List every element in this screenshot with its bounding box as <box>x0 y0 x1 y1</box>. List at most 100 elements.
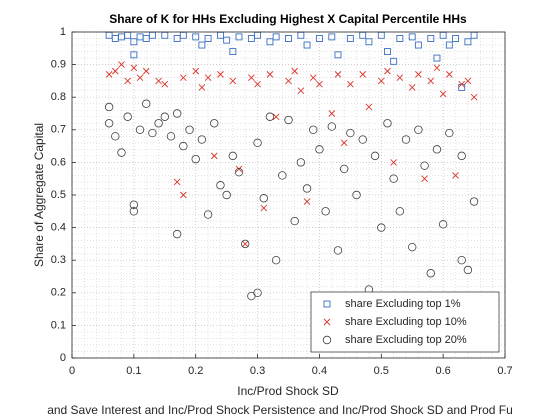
circle-marker <box>426 269 435 278</box>
circle-marker <box>197 135 207 144</box>
x-marker <box>266 71 274 78</box>
y-tick-label: 0.8 <box>51 91 66 103</box>
x-marker <box>235 165 243 173</box>
x-tick-label: 0 <box>69 365 75 377</box>
x-marker <box>291 67 299 75</box>
x-marker <box>229 77 237 85</box>
square-marker <box>198 41 206 49</box>
x-marker <box>130 64 138 72</box>
x-axis-label: Inc/Prod Shock SD <box>237 384 339 398</box>
square-marker <box>384 48 391 56</box>
circle-marker <box>104 119 114 128</box>
circle-marker <box>370 151 380 161</box>
x-marker <box>180 74 187 81</box>
x-marker <box>390 159 397 166</box>
circle-marker <box>216 181 225 190</box>
y-tick-label: 0.6 <box>51 156 66 168</box>
square-marker <box>192 33 200 41</box>
circle-marker <box>395 207 405 216</box>
circle-marker <box>154 119 163 128</box>
circle-marker <box>259 194 268 203</box>
circle-marker <box>142 99 151 108</box>
circle-marker <box>358 135 367 144</box>
legend: share Excluding top 1% share Excluding to… <box>310 291 500 353</box>
x-marker <box>136 74 144 81</box>
y-tick-label: 0.9 <box>51 59 66 71</box>
x-marker <box>446 71 453 78</box>
circle-marker <box>203 210 213 219</box>
square-marker <box>303 41 311 49</box>
legend-label: share Excluding top 1% <box>345 298 461 310</box>
x-marker <box>328 110 336 117</box>
x-marker <box>359 71 367 78</box>
x-marker <box>316 80 323 88</box>
square-marker <box>130 51 138 59</box>
square-marker <box>285 35 292 42</box>
circle-marker <box>234 167 244 177</box>
x-tick-label: 0.6 <box>435 365 450 377</box>
x-marker <box>377 77 385 85</box>
x-marker <box>105 71 113 78</box>
square-marker <box>272 33 280 41</box>
circle-marker <box>160 112 169 121</box>
x-marker <box>303 198 311 205</box>
circle-marker <box>389 174 398 183</box>
circle-marker <box>148 128 157 138</box>
circle-marker <box>457 256 466 265</box>
circle-marker <box>438 220 448 229</box>
x-tick-label: 0.2 <box>188 365 203 377</box>
x-marker <box>464 77 472 85</box>
square-marker <box>328 33 336 41</box>
x-marker <box>254 80 261 88</box>
y-tick-label: 0.1 <box>51 319 66 331</box>
legend-label: share Excluding top 20% <box>345 334 467 346</box>
x-marker <box>248 74 255 81</box>
circle-marker <box>284 115 293 125</box>
x-marker <box>334 71 342 78</box>
y-tick-label: 0.7 <box>51 124 66 136</box>
x-marker <box>217 71 224 78</box>
square-marker <box>414 41 422 49</box>
y-tick-label: 0.3 <box>51 254 66 266</box>
y-tick-label: 1 <box>60 26 66 38</box>
circle-marker <box>327 122 336 131</box>
x-marker <box>111 67 119 75</box>
circle-marker <box>172 229 182 239</box>
x-tick-label: 0.1 <box>126 365 141 377</box>
x-marker <box>272 113 280 121</box>
legend-box <box>310 291 500 353</box>
y-tick-label: 0 <box>60 352 66 364</box>
circle-marker <box>315 145 324 154</box>
circle-marker <box>271 256 281 265</box>
square-marker <box>130 38 138 46</box>
circle-marker <box>129 200 139 209</box>
circle-marker <box>166 132 176 141</box>
square-marker <box>445 41 453 49</box>
y-axis-label: Share of Aggregate Capital <box>32 123 46 267</box>
circle-marker <box>383 119 392 128</box>
x-marker <box>452 172 459 179</box>
circle-marker <box>408 242 417 252</box>
x-marker <box>124 77 131 85</box>
circle-marker <box>123 112 132 121</box>
x-marker <box>421 175 428 183</box>
chart-title: Share of K for HHs Excluding Highest X C… <box>109 12 467 26</box>
x-marker <box>260 204 268 212</box>
circle-marker <box>135 125 145 134</box>
square-marker <box>323 300 331 308</box>
circle-marker <box>222 190 231 200</box>
circle-marker <box>191 154 200 164</box>
x-marker <box>198 84 206 91</box>
y-tick-label: 0.5 <box>51 189 66 201</box>
circle-marker <box>457 151 466 161</box>
circle-marker <box>463 265 473 275</box>
circle-marker <box>228 151 238 161</box>
x-marker <box>340 139 348 147</box>
x-marker <box>384 67 391 75</box>
caption: and Save Interest and Inc/Prod Shock Per… <box>47 403 513 417</box>
circle-marker <box>129 207 139 216</box>
circle-marker <box>346 128 355 138</box>
x-marker <box>118 61 125 68</box>
square-marker <box>315 35 323 42</box>
square-marker <box>390 57 398 65</box>
